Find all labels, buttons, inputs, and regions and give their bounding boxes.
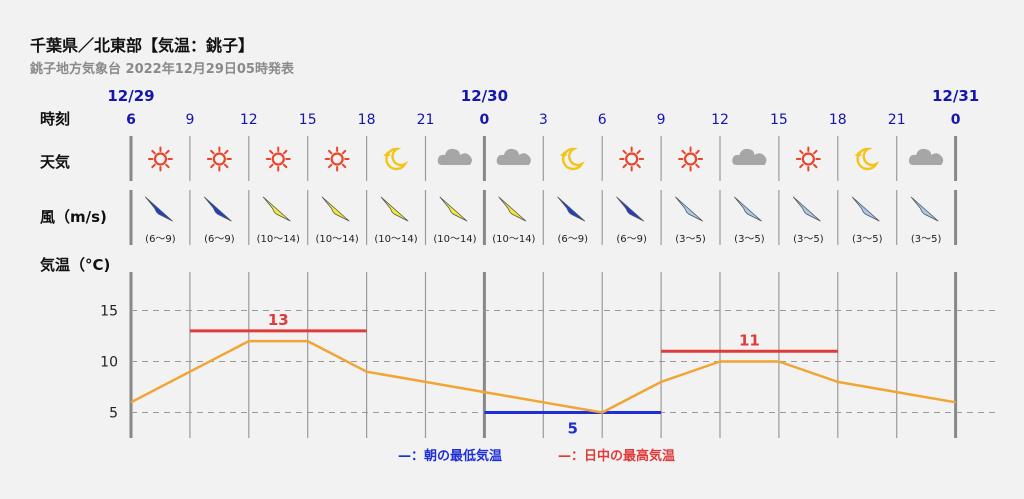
wind-range-label: (10〜14)	[433, 234, 476, 245]
wind-arrow-icon	[557, 196, 586, 222]
hour-label: 9	[185, 112, 194, 128]
wind-arrow-icon	[675, 196, 703, 222]
wind-range-label: (6〜9)	[557, 234, 588, 245]
wind-range-label: (3〜5)	[734, 234, 765, 245]
hour-label: 15	[770, 112, 788, 128]
wind-arrow-icon	[145, 196, 173, 222]
hour-label: 21	[417, 112, 435, 128]
wind-arrow-icon	[380, 196, 409, 222]
wind-range-label: (3〜5)	[911, 234, 942, 245]
min-temp-label: 5	[568, 420, 578, 438]
row-label-temp: 気温（°C)	[40, 256, 110, 274]
hour-label: 15	[299, 112, 317, 128]
hour-label: 18	[358, 112, 376, 128]
hour-label: 0	[480, 112, 490, 128]
sun-icon	[147, 146, 173, 172]
cloud-icon	[496, 148, 531, 165]
wind-arrow-icon	[262, 196, 291, 222]
sun-icon	[619, 146, 645, 172]
sun-icon	[265, 146, 291, 172]
row-label-time: 時刻	[40, 110, 70, 128]
page-subtitle: 銚子地方気象台 2022年12月29日05時発表	[30, 62, 294, 77]
cloud-icon	[908, 148, 944, 165]
date-label: 12/29	[107, 87, 154, 105]
y-tick-label: 10	[100, 355, 118, 371]
moon-icon	[559, 147, 585, 171]
wind-range-label: (10〜14)	[374, 234, 417, 245]
wind-range-label: (6〜9)	[616, 234, 647, 245]
hour-label: 12	[240, 112, 258, 128]
hour-label: 0	[951, 112, 961, 128]
wind-range-label: (6〜9)	[145, 234, 176, 245]
moon-icon	[854, 147, 880, 171]
sun-icon	[678, 146, 704, 172]
moon-icon	[383, 147, 409, 171]
y-tick-label: 15	[100, 304, 118, 320]
hour-label: 21	[888, 112, 906, 128]
hour-label: 3	[539, 112, 548, 128]
cloud-icon	[732, 148, 767, 165]
hour-label: 18	[829, 112, 847, 128]
sun-icon	[795, 146, 821, 172]
wind-arrow-icon	[910, 196, 939, 222]
y-tick-label: 5	[109, 406, 118, 422]
hour-label: 9	[657, 112, 666, 128]
wind-range-label: (10〜14)	[257, 234, 300, 245]
max-temp-label: 13	[268, 311, 289, 329]
cloud-icon	[437, 148, 472, 165]
wind-arrow-icon	[851, 196, 880, 222]
sun-icon	[206, 146, 232, 172]
row-label-weather: 天気	[40, 153, 70, 171]
max-temp-label: 11	[739, 331, 760, 349]
wind-range-label: (3〜5)	[852, 234, 883, 245]
wind-range-label: (10〜14)	[492, 234, 535, 245]
legend-max-temp: —：日中の最高気温	[558, 448, 675, 464]
legend-min-temp: —：朝の最低気温	[398, 448, 502, 464]
wind-range-label: (6〜9)	[204, 234, 235, 245]
date-label: 12/31	[932, 87, 979, 105]
wind-arrow-icon	[203, 196, 232, 222]
wind-arrow-icon	[321, 196, 350, 222]
wind-arrow-icon	[792, 196, 821, 222]
hour-label: 6	[598, 112, 607, 128]
wind-arrow-icon	[734, 196, 762, 222]
hour-label: 6	[126, 112, 136, 128]
sun-icon	[324, 146, 350, 172]
wind-range-label: (3〜5)	[675, 234, 706, 245]
wind-range-label: (10〜14)	[316, 234, 359, 245]
wind-range-label: (3〜5)	[793, 234, 824, 245]
hour-label: 12	[711, 112, 729, 128]
wind-arrow-icon	[616, 196, 645, 222]
wind-arrow-icon	[439, 196, 468, 222]
wind-arrow-icon	[498, 196, 527, 222]
date-label: 12/30	[461, 87, 508, 105]
page-title: 千葉県／北東部【気温：銚子】	[30, 36, 255, 55]
row-label-wind: 風（m/s)	[40, 208, 107, 226]
